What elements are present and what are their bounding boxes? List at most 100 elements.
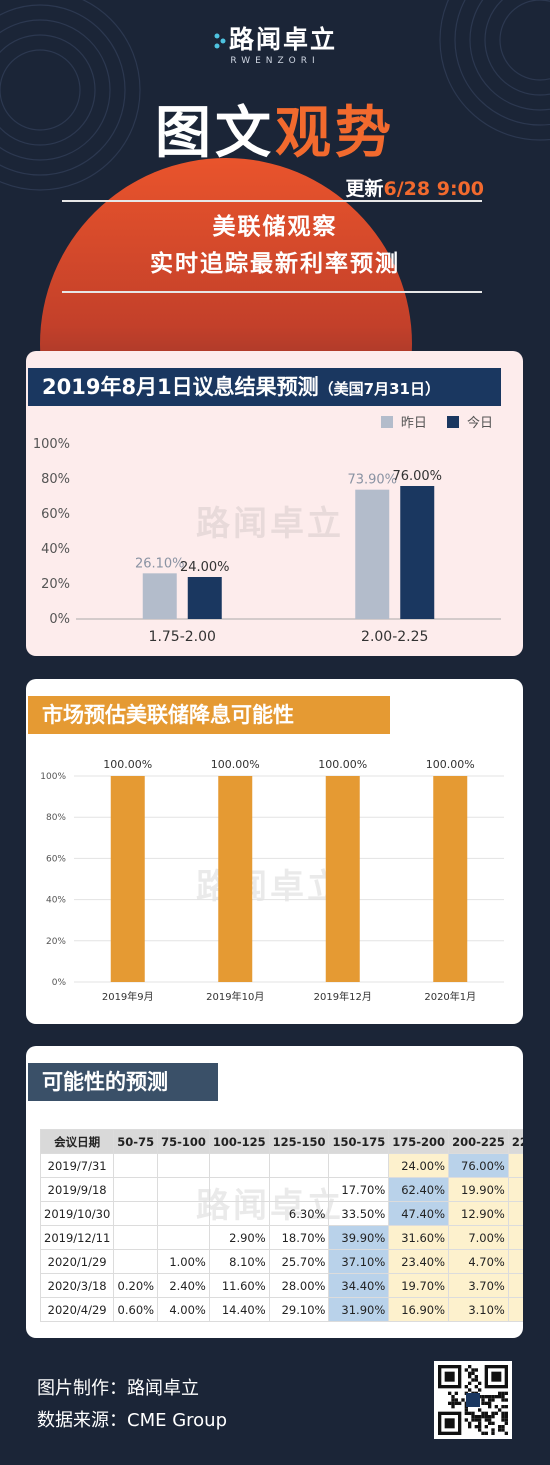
y-tick-label: 100% xyxy=(40,772,66,782)
brand-subtitle: RWENZORI xyxy=(230,56,320,66)
table-row: 2019/12/11 2.90%18.70%39.90%31.60%7.00%0.… xyxy=(39,1225,523,1250)
qr-module xyxy=(494,1411,498,1415)
meeting-date-cell: 2019/10/30 xyxy=(39,1201,115,1226)
qr-module xyxy=(504,1391,508,1395)
probability-cell xyxy=(268,1177,330,1202)
qr-module xyxy=(488,1418,492,1422)
qr-module xyxy=(468,1425,472,1429)
probability-cell: 8.10% xyxy=(208,1249,270,1274)
data-label: 24.00% xyxy=(180,560,230,575)
update-label: 更新 xyxy=(345,178,384,200)
qr-module xyxy=(451,1395,455,1399)
meeting-date-cell: 2019/12/11 xyxy=(39,1225,115,1250)
probability-cell: 31.60% xyxy=(388,1225,450,1250)
qr-module xyxy=(478,1425,482,1429)
qr-module xyxy=(451,1405,455,1409)
bar-today xyxy=(400,486,435,619)
y-tick-label: 0% xyxy=(49,612,70,627)
probability-cell: 31.90% xyxy=(328,1297,390,1322)
qr-module xyxy=(464,1368,468,1372)
probability-cell xyxy=(113,1201,159,1226)
probability-cell: 4.00% xyxy=(157,1297,210,1322)
brand-name: 路闻卓立 xyxy=(228,25,337,54)
qr-module xyxy=(491,1415,495,1419)
qr-module xyxy=(491,1398,495,1402)
meeting-date-cell: 2020/3/18 xyxy=(39,1273,115,1298)
probability-cell: 33.50% xyxy=(328,1201,390,1226)
table-row: 2019/10/30 6.30%33.50%47.40%12.90%0.00% xyxy=(39,1201,523,1226)
qr-module xyxy=(474,1415,478,1419)
y-tick-label: 40% xyxy=(41,542,70,557)
update-time: 更新6/28 9:00 xyxy=(346,174,485,201)
table-row: 2019/7/31 24.00%76.00%0.00% xyxy=(39,1153,523,1178)
probability-cell: 0.00% xyxy=(507,1297,523,1322)
qr-module xyxy=(468,1421,472,1425)
rate-forecast-card: 2019年8月1日议息结果预测（美国7月31日） 昨日 今日 路闻卓立 100%… xyxy=(26,351,523,656)
probability-cell: 0.00% xyxy=(507,1177,523,1202)
probability-cell: 76.00% xyxy=(448,1153,509,1178)
rate-forecast-title: 2019年8月1日议息结果预测（美国7月31日） xyxy=(28,368,501,406)
y-tick-label: 60% xyxy=(41,507,70,522)
qr-module xyxy=(458,1401,462,1405)
legend-today-label: 今日 xyxy=(466,416,493,431)
probability-table-title: 可能性的预测 xyxy=(28,1063,218,1101)
probability-table-card: 可能性的预测 路闻卓立 会议日期 50-75 75-100 100-125 125-15… xyxy=(26,1046,523,1338)
probability-cell xyxy=(157,1177,210,1202)
probability-cell: 7.00% xyxy=(448,1225,509,1250)
qr-module xyxy=(501,1425,505,1429)
meeting-date-cell: 2019/7/31 xyxy=(39,1153,115,1178)
bar-cut-probability xyxy=(433,776,468,982)
bar-today xyxy=(187,577,222,619)
qr-module xyxy=(491,1428,495,1432)
qr-module xyxy=(478,1421,482,1425)
table-row: 2020/3/18 0.20% 2.40% 11.60% 28.00% 34.40% 19.… xyxy=(39,1273,523,1298)
qr-code[interactable] xyxy=(434,1361,512,1439)
qr-module xyxy=(481,1411,485,1415)
qr-module xyxy=(468,1371,472,1375)
footer-maker: 图片制作：路闻卓立 xyxy=(37,1378,199,1399)
qr-module xyxy=(474,1378,478,1382)
qr-module xyxy=(501,1411,505,1415)
qr-module xyxy=(498,1408,502,1412)
qr-module xyxy=(488,1405,492,1409)
qr-module xyxy=(491,1431,495,1435)
qr-module xyxy=(498,1425,502,1429)
qr-module xyxy=(491,1395,495,1399)
y-tick-label: 80% xyxy=(41,472,70,487)
qr-module xyxy=(484,1411,488,1415)
data-label: 100.00% xyxy=(426,758,475,771)
qr-module xyxy=(454,1398,458,1402)
qr-logo xyxy=(466,1393,480,1407)
qr-module xyxy=(461,1398,465,1402)
y-tick-label: 40% xyxy=(46,896,66,906)
probability-cell: 0.00% xyxy=(507,1225,523,1250)
cut-probability-card: 市场预估美联储降息可能性 路闻卓立 100% 80% 60% 40% 20% 0% 100.… xyxy=(26,679,523,1024)
qr-module xyxy=(484,1415,488,1419)
qr-module xyxy=(478,1388,482,1392)
data-label: 100.00% xyxy=(103,758,152,771)
table-header-row: 会议日期 50-75 75-100 100-125 125-150 150-175 175-… xyxy=(39,1129,523,1154)
x-tick-label: 2019年9月 xyxy=(102,990,154,1003)
probability-cell: 29.10% xyxy=(268,1297,330,1322)
qr-module xyxy=(504,1411,508,1415)
qr-module xyxy=(498,1395,502,1399)
qr-module xyxy=(501,1415,505,1419)
x-tick-label: 2019年10月 xyxy=(206,990,264,1003)
update-value: 6/28 9:00 xyxy=(383,178,484,200)
watermark-1: 路闻卓立 xyxy=(196,504,344,544)
subtitle-line1: 美联储观察 xyxy=(212,214,338,240)
column-header: 200-225 xyxy=(448,1129,509,1154)
probability-cell: 23.40% xyxy=(388,1249,450,1274)
x-tick-label: 2.00-2.25 xyxy=(361,629,428,645)
column-header: 50-75 xyxy=(113,1129,159,1154)
table-row: 2020/4/29 0.60% 4.00% 14.40% 29.10% 31.90% 16.… xyxy=(39,1297,523,1322)
probability-cell xyxy=(208,1153,270,1178)
bar-cut-probability xyxy=(325,776,360,982)
probability-cell: 37.10% xyxy=(328,1249,390,1274)
qr-module xyxy=(504,1431,508,1435)
table-row: 2020/1/29 1.00% 8.10% 25.70% 37.10% 23.40% 4.7… xyxy=(39,1249,523,1274)
subtitle-line2: 实时追踪最新利率预测 xyxy=(150,251,400,277)
probability-table: 会议日期 50-75 75-100 100-125 125-150 150-175 175-… xyxy=(39,1129,523,1322)
x-tick-label: 2020年1月 xyxy=(424,990,476,1003)
qr-module xyxy=(468,1375,472,1379)
